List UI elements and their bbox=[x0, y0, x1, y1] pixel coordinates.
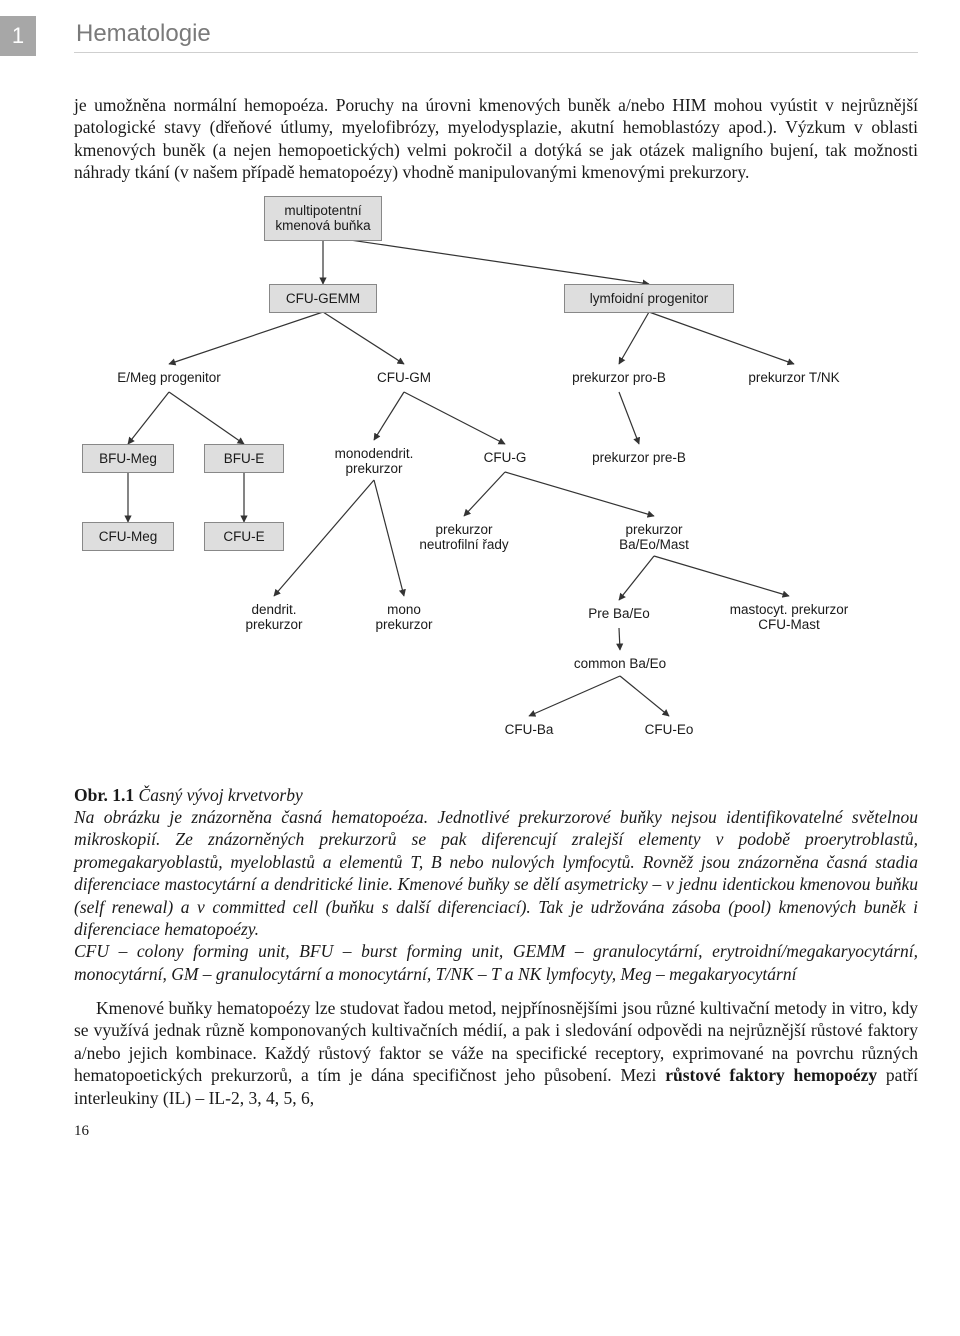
edge-common-cfueo bbox=[620, 676, 669, 716]
edge-emeg-bfue bbox=[169, 392, 244, 444]
edge-monod-dendr bbox=[274, 480, 374, 596]
node-cfugm: CFU-GM bbox=[354, 364, 454, 392]
node-lymph: lymfoidní progenitor bbox=[564, 284, 734, 314]
node-monod: monodendrit.prekurzor bbox=[319, 440, 429, 484]
figure-title-suffix: Časný vývoj krvetvorby bbox=[134, 785, 303, 805]
edge-root-lymph bbox=[323, 236, 649, 284]
page-number: 16 bbox=[74, 1123, 960, 1140]
edge-cfug-baeomast bbox=[505, 472, 654, 516]
node-cfumeg: CFU-Meg bbox=[82, 522, 174, 552]
node-bfumeg: BFU-Meg bbox=[82, 444, 174, 474]
node-cfueo: CFU-Eo bbox=[629, 716, 709, 744]
hematopoiesis-tree-diagram: multipotentníkmenová buňka CFU-GEMM lymfoi… bbox=[74, 196, 918, 776]
edge-baeomast-prebaeo bbox=[619, 556, 654, 600]
node-bfue: BFU-E bbox=[204, 444, 284, 474]
figure-caption-body: Na obrázku je znázorněna časná hematopoé… bbox=[74, 807, 918, 939]
chapter-title: Hematologie bbox=[76, 20, 211, 48]
figure-abbreviations: CFU – colony forming unit, BFU – burst f… bbox=[74, 941, 918, 983]
figure-number: Obr. 1.1 bbox=[74, 785, 134, 805]
edge-cfugm-cfug bbox=[404, 392, 505, 444]
paragraph-growth-factors: Kmenové buňky hematopoézy lze studovat ř… bbox=[74, 997, 918, 1109]
edge-emeg-bfumeg bbox=[128, 392, 169, 444]
edge-prebaeo-common bbox=[619, 628, 620, 650]
figure-caption: Obr. 1.1 Časný vývoj krvetvorby Na obráz… bbox=[74, 784, 918, 986]
node-neutro: prekurzorneutrofilní řady bbox=[394, 516, 534, 560]
node-baeomast: prekurzorBa/Eo/Mast bbox=[594, 516, 714, 560]
edge-prob-preb bbox=[619, 392, 639, 444]
node-prebaeo: Pre Ba/Eo bbox=[574, 600, 664, 628]
node-preb: prekurzor pre-B bbox=[569, 444, 709, 472]
edge-baeomast-mastoc bbox=[654, 556, 789, 596]
edge-cfug-neutro bbox=[464, 472, 505, 516]
node-emeg: E/Meg progenitor bbox=[94, 364, 244, 392]
chapter-number-tab: 1 bbox=[0, 16, 36, 56]
node-monop: monoprekurzor bbox=[359, 596, 449, 640]
edge-cfugemm-emeg bbox=[169, 312, 323, 364]
edge-cfugm-monod bbox=[374, 392, 404, 440]
paragraph-intro: je umožněna normální hemopoéza. Poruchy … bbox=[74, 94, 918, 184]
node-common: common Ba/Eo bbox=[554, 650, 686, 678]
node-cfug: CFU-G bbox=[469, 444, 541, 472]
edge-cfugemm-cfugm bbox=[323, 312, 404, 364]
node-cfue: CFU-E bbox=[204, 522, 284, 552]
chapter-header-rule bbox=[74, 52, 918, 53]
node-dendr: dendrit.prekurzor bbox=[229, 596, 319, 640]
edge-lymph-prob bbox=[619, 312, 649, 364]
para2-bold-term: růstové faktory hemopoézy bbox=[665, 1065, 877, 1085]
node-cfuba: CFU-Ba bbox=[489, 716, 569, 744]
node-mastoc: mastocyt. prekurzorCFU-Mast bbox=[704, 596, 874, 640]
diagram-connectors bbox=[74, 196, 918, 776]
edge-common-cfuba bbox=[529, 676, 620, 716]
edge-lymph-tnk bbox=[649, 312, 794, 364]
node-prob: prekurzor pro-B bbox=[554, 364, 684, 392]
node-root: multipotentníkmenová buňka bbox=[264, 196, 382, 242]
node-cfugemm: CFU-GEMM bbox=[269, 284, 377, 314]
node-tnk: prekurzor T/NK bbox=[729, 364, 859, 392]
chapter-header: 1 Hematologie bbox=[0, 0, 960, 74]
